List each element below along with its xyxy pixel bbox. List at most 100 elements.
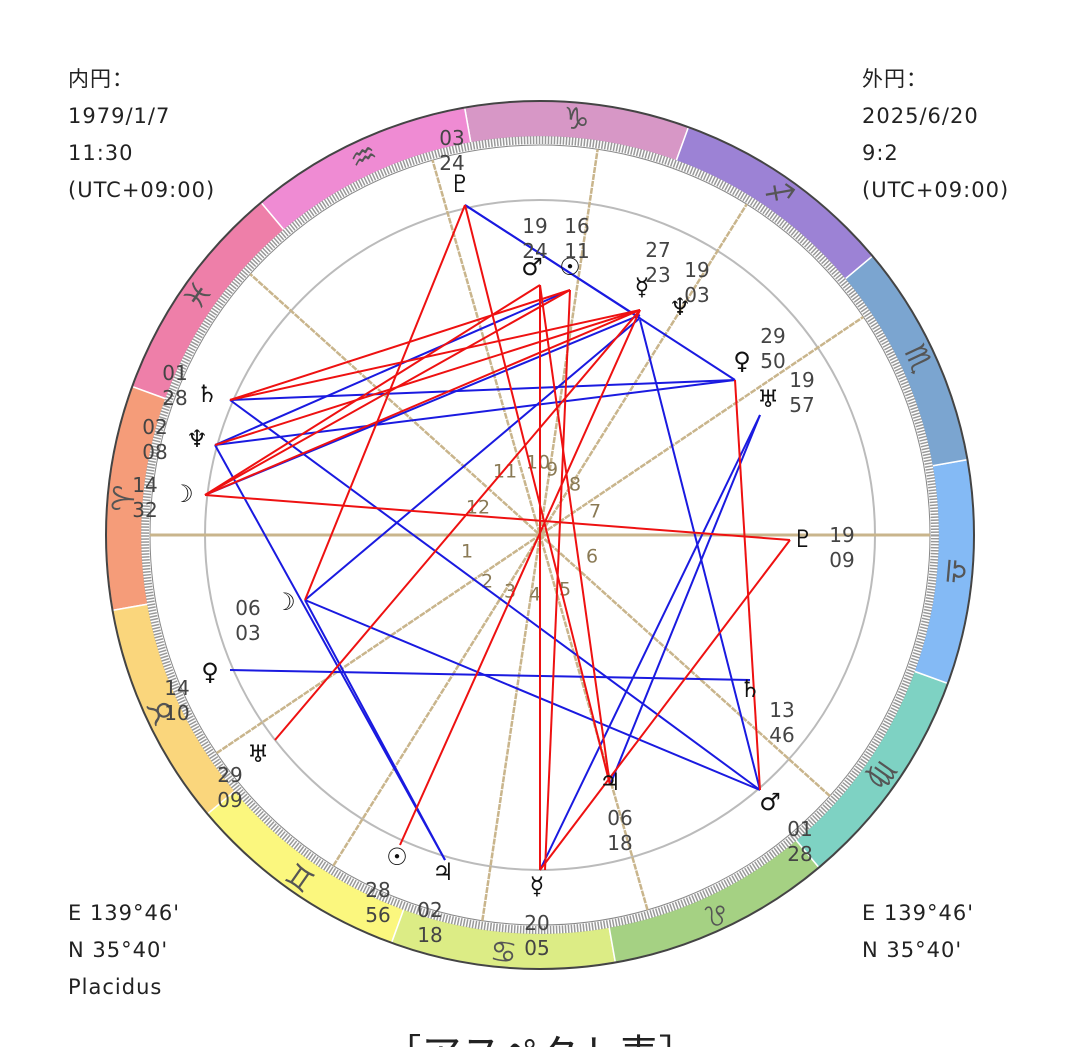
planet-degree: 29 bbox=[760, 324, 785, 348]
aspect-line bbox=[539, 414, 761, 871]
planet-minute: 50 bbox=[760, 349, 785, 373]
planet-glyph: ♇ bbox=[792, 525, 814, 553]
planet-degree: 03 bbox=[439, 126, 464, 150]
planet-minute: 46 bbox=[769, 723, 794, 747]
aspect-line bbox=[304, 204, 466, 601]
aspect-line bbox=[464, 204, 641, 319]
aspect-line bbox=[539, 539, 791, 871]
aspect-line bbox=[274, 309, 641, 741]
planet-minute: 09 bbox=[217, 788, 242, 812]
aspect-lines bbox=[204, 204, 791, 871]
planet-glyph: ☉ bbox=[559, 253, 581, 281]
planet-minute: 28 bbox=[162, 386, 187, 410]
house-number: 3 bbox=[504, 581, 516, 603]
planet-degree: 06 bbox=[607, 806, 632, 830]
aspect-line bbox=[544, 289, 571, 871]
planet-glyph: ♇ bbox=[449, 170, 471, 198]
planet-minute: 18 bbox=[417, 923, 442, 947]
planet-minute: 18 bbox=[607, 831, 632, 855]
planet-minute: 56 bbox=[365, 903, 390, 927]
aspect-line bbox=[229, 289, 571, 401]
planet-glyph: ☽ bbox=[172, 480, 194, 508]
caption: ［アスペクト表］ bbox=[381, 1032, 698, 1047]
aspect-line bbox=[204, 289, 571, 496]
footer-inner: N 35°40' bbox=[68, 938, 168, 962]
planet-minute: 24 bbox=[522, 239, 547, 263]
planet-glyph: ♃ bbox=[432, 858, 454, 886]
footer-outer: N 35°40' bbox=[862, 938, 962, 962]
planet-glyph: ♀ bbox=[733, 347, 751, 375]
header-inner: 11:30 bbox=[68, 141, 134, 165]
planet-degree: 06 bbox=[235, 596, 260, 620]
planet-glyph: ☽ bbox=[274, 588, 296, 616]
sign-glyph: ♋ bbox=[489, 932, 519, 969]
planet-glyph: ♂ bbox=[521, 253, 543, 281]
aspect-line bbox=[304, 317, 641, 601]
header-inner: 内円： bbox=[68, 67, 134, 91]
header-inner: (UTC+09:00) bbox=[68, 178, 215, 202]
planet-degree: 02 bbox=[417, 898, 442, 922]
sign-glyph: ♈ bbox=[106, 484, 143, 514]
aspect-line bbox=[539, 284, 611, 786]
aspect-line bbox=[229, 669, 751, 681]
planet-degree: 20 bbox=[524, 911, 549, 935]
house-number: 4 bbox=[529, 584, 541, 606]
header-outer: 9:2 bbox=[862, 141, 899, 165]
planet-degree: 01 bbox=[162, 361, 187, 385]
planet-degree: 16 bbox=[564, 214, 589, 238]
footer-outer: E 139°46' bbox=[862, 901, 974, 925]
aspect-line bbox=[229, 379, 736, 401]
house-number: 7 bbox=[589, 501, 601, 523]
aspect-line bbox=[204, 284, 541, 496]
planet-minute: 32 bbox=[132, 498, 157, 522]
planet-minute: 28 bbox=[787, 842, 812, 866]
aspect-line bbox=[214, 289, 571, 446]
aspect-line bbox=[609, 414, 761, 786]
zodiac-ring: ♑♒♓♈♉♊♋♌♍♎♏♐ bbox=[105, 100, 975, 970]
header-outer: 2025/6/20 bbox=[862, 104, 979, 128]
planet-minute: 05 bbox=[524, 936, 549, 960]
planet-minute: 11 bbox=[564, 239, 589, 263]
aspect-line bbox=[214, 309, 641, 446]
aspect-line bbox=[399, 309, 641, 846]
planet-degree: 01 bbox=[787, 817, 812, 841]
planet-glyph: ♄ bbox=[196, 380, 218, 408]
planet-glyph: ♅ bbox=[247, 740, 269, 768]
header-outer: (UTC+09:00) bbox=[862, 178, 1009, 202]
planet-degree: 29 bbox=[217, 763, 242, 787]
header-outer: 外円： bbox=[862, 67, 928, 91]
aspect-line bbox=[229, 399, 761, 791]
corner-info: 内円： 1979/1/7 11:30 (UTC+09:00) 外円： 2025/6/20 9… bbox=[68, 67, 1009, 999]
aspect-line bbox=[204, 494, 791, 541]
planet-minute: 57 bbox=[789, 393, 814, 417]
planet-glyph: ♄ bbox=[739, 675, 761, 703]
planet-glyph: ♅ bbox=[757, 385, 779, 413]
planet-minute: 09 bbox=[829, 548, 854, 572]
planet-degree: 27 bbox=[645, 238, 670, 262]
planet-degree: 28 bbox=[365, 878, 390, 902]
planet-degree: 02 bbox=[142, 415, 167, 439]
planet-degree: 19 bbox=[684, 258, 709, 282]
aspect-line bbox=[304, 599, 761, 791]
planet-glyph: ☿ bbox=[635, 273, 650, 301]
header-inner: 1979/1/7 bbox=[68, 104, 170, 128]
planet-glyph: ☉ bbox=[386, 843, 408, 871]
planet-minute: 23 bbox=[645, 263, 670, 287]
planet-minute: 03 bbox=[235, 621, 260, 645]
house-number: 10 bbox=[526, 452, 550, 474]
planet-minute: 24 bbox=[439, 151, 464, 175]
aspect-line bbox=[229, 309, 641, 401]
aspect-line bbox=[734, 379, 761, 791]
house-number: 8 bbox=[569, 474, 581, 496]
planet-degree: 19 bbox=[522, 214, 547, 238]
footer-inner: E 139°46' bbox=[68, 901, 180, 925]
house-number: 6 bbox=[586, 546, 598, 568]
planet-glyph: ♃ bbox=[599, 768, 621, 796]
footer-inner: Placidus bbox=[68, 975, 162, 999]
planet-degree: 14 bbox=[132, 473, 157, 497]
planet-glyph: ♆ bbox=[186, 425, 208, 453]
house-number: 12 bbox=[466, 497, 490, 519]
house-number: 1 bbox=[461, 541, 473, 563]
